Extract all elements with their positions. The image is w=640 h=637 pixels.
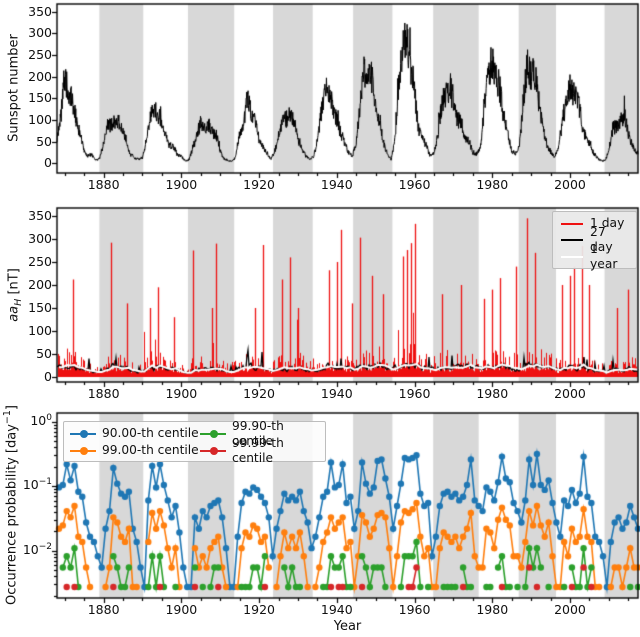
y-tick-label: 100: [30, 412, 52, 428]
y-tick-label: 0: [44, 155, 52, 171]
y-tick-label: 250: [28, 254, 52, 269]
x-tick-label: 1900: [165, 177, 198, 192]
y-tick-label: 10−1: [22, 477, 52, 493]
y-tick-label: 150: [28, 300, 52, 315]
legend-item-99th: 99.00-th centile: [70, 442, 200, 459]
y-tick-label: 350: [28, 3, 52, 19]
x-tick-label: 1960: [398, 177, 431, 192]
occurrence-legend: 90.00-th centile 99.90-th centile 99.00-…: [63, 419, 326, 465]
y-tick-label: 100: [28, 112, 52, 127]
occurrence-y-axis-label: Occurrence probability [day−1]: [2, 404, 20, 606]
x-tick-label: 1920: [243, 386, 275, 401]
legend-item-90th: 90.00-th centile: [70, 425, 200, 442]
green-marker-swatch: [200, 429, 226, 438]
x-tick-label: 2000: [554, 602, 586, 617]
legend-label: 27 day: [590, 224, 613, 254]
y-tick-label: 10−2: [22, 541, 52, 557]
y-tick-label: 100: [28, 323, 52, 338]
y-tick-label: 150: [28, 90, 52, 106]
legend-label: 99.99-th centile: [232, 435, 284, 465]
white-line-swatch: [561, 255, 583, 258]
sunspot-y-axis-label: Sunspot number: [6, 34, 22, 142]
x-tick-label: 1960: [398, 602, 431, 617]
x-tick-label: 1920: [243, 602, 275, 617]
x-tick-label: 1880: [87, 602, 120, 617]
legend-label: 1 day: [590, 216, 625, 230]
legend-item-1day: 1 day: [561, 216, 628, 231]
x-tick-label: 1940: [320, 602, 353, 617]
x-tick-label: 1900: [165, 602, 198, 617]
x-tick-label: 1980: [476, 386, 509, 401]
x-tick-label: 1940: [320, 177, 353, 192]
x-tick-label: 2000: [554, 386, 586, 401]
y-tick-label: 50: [36, 346, 52, 361]
legend-item-99.9th: 99.90-th centile: [200, 419, 319, 448]
x-axis-label: Year: [333, 619, 362, 634]
y-tick-label: 0: [44, 369, 52, 384]
aa-legend: 1 day 27 day 1 year: [552, 211, 637, 271]
legend-label: 99.90-th centile: [232, 418, 284, 448]
y-tick-label: 300: [28, 25, 52, 41]
x-tick-label: 1920: [243, 177, 275, 192]
x-tick-label: 1880: [87, 177, 120, 192]
x-tick-label: 1960: [398, 386, 431, 401]
y-tick-label: 250: [28, 47, 52, 63]
legend-item-99.99th: 99.99-th centile: [200, 436, 319, 465]
x-tick-label: 2000: [554, 177, 586, 192]
legend-item-27day: 27 day: [561, 225, 628, 254]
red-line-swatch: [561, 222, 583, 225]
x-tick-label: 1940: [320, 386, 353, 401]
legend-label: 99.00-th centile: [102, 443, 199, 457]
x-tick-label: 1980: [476, 602, 509, 617]
red-marker-swatch: [200, 446, 226, 455]
orange-marker-swatch: [70, 446, 96, 455]
aa-y-axis-label: aaH [nT]: [6, 268, 25, 322]
y-tick-label: 200: [28, 277, 52, 292]
legend-label: 1 year: [590, 241, 618, 271]
x-tick-label: 1900: [165, 386, 198, 401]
legend-item-1year: 1 year: [561, 242, 628, 271]
blue-marker-swatch: [70, 429, 96, 438]
x-tick-label: 1980: [476, 177, 509, 192]
y-tick-label: 300: [28, 231, 52, 246]
black-line-swatch: [561, 238, 583, 241]
y-tick-label: 200: [28, 68, 52, 84]
x-tick-label: 1880: [87, 386, 120, 401]
legend-label: 90.00-th centile: [102, 426, 199, 440]
y-tick-label: 50: [36, 133, 52, 149]
y-tick-label: 350: [28, 208, 52, 223]
